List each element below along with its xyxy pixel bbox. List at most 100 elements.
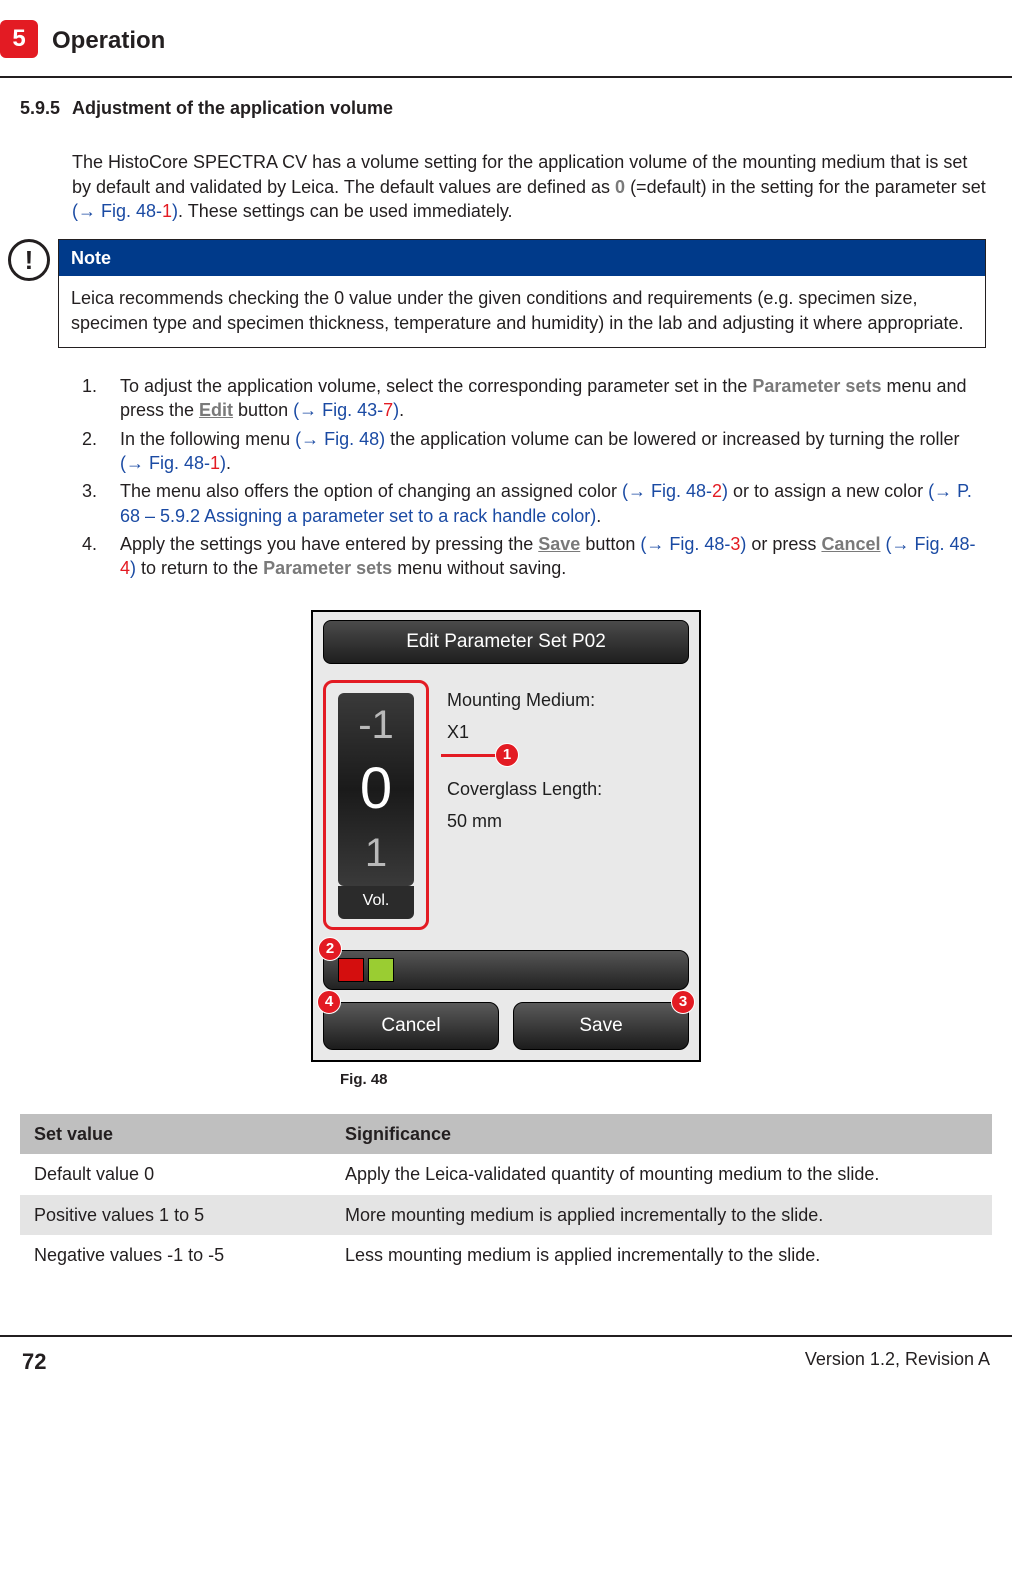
intro-t3: . These settings can be used immediately…	[178, 201, 513, 221]
callout-3: 3	[671, 990, 695, 1014]
color-bar[interactable]: 2	[323, 950, 689, 990]
s2r2o: (→	[120, 453, 149, 473]
r3c1: Negative values -1 to -5	[20, 1235, 331, 1275]
page-number: 72	[22, 1347, 46, 1377]
s2c: .	[226, 453, 231, 473]
s3b: or to assign a new color	[728, 481, 928, 501]
roller-center: 0	[360, 763, 392, 815]
page-footer: 72 Version 1.2, Revision A	[20, 1347, 992, 1389]
note-header: Note	[59, 240, 985, 276]
s4r1o: (→	[640, 534, 669, 554]
cover-value: 50 mm	[447, 809, 689, 833]
s4c: button	[580, 534, 640, 554]
r1c1: Default value 0	[20, 1154, 331, 1194]
steps-list: To adjust the application volume, select…	[112, 374, 986, 580]
s4r1f[interactable]: Fig. 48	[669, 534, 724, 554]
intro-zero: 0	[615, 177, 625, 197]
s2r2f[interactable]: Fig. 48	[149, 453, 204, 473]
s3r1o: (→	[622, 481, 651, 501]
s4d: or press	[746, 534, 821, 554]
s1f: .	[399, 400, 404, 420]
chapter-number-badge: 5	[0, 20, 38, 58]
version-text: Version 1.2, Revision A	[805, 1347, 990, 1377]
step-2: In the following menu (→ Fig. 48) the ap…	[112, 427, 986, 476]
xref-open: (→	[72, 201, 101, 221]
chapter-header: 5 Operation	[0, 20, 992, 58]
figure-48: Edit Parameter Set P02 -1 0 1 Vol. Mount…	[20, 610, 992, 1090]
s4e: Cancel	[821, 534, 880, 554]
note-box: ! Note Leica recommends checking the 0 v…	[8, 239, 986, 348]
r1c2: Apply the Leica-validated quantity of mo…	[331, 1154, 992, 1194]
th-setvalue: Set value	[20, 1114, 331, 1154]
figure-caption: Fig. 48	[340, 1070, 388, 1090]
table-row: Negative values -1 to -5 Less mounting m…	[20, 1235, 992, 1275]
color-swatch-green[interactable]	[368, 958, 394, 982]
color-swatch-red[interactable]	[338, 958, 364, 982]
s1d: Edit	[199, 400, 233, 420]
section-heading: 5.9.5 Adjustment of the application volu…	[20, 96, 992, 120]
s1rf[interactable]: Fig. 43	[322, 400, 377, 420]
note-icon: !	[8, 239, 50, 281]
significance-table: Set value Significance Default value 0 A…	[20, 1114, 992, 1275]
roller-top: -1	[358, 698, 394, 752]
roller-bottom: 1	[365, 826, 387, 880]
mount-value: X1	[447, 720, 689, 744]
s2a: In the following menu	[120, 429, 295, 449]
th-significance: Significance	[331, 1114, 992, 1154]
s4g: to return to the	[136, 558, 263, 578]
s1a: To adjust the application volume, select…	[120, 376, 752, 396]
s4i: menu without saving.	[392, 558, 566, 578]
cancel-button[interactable]: Cancel	[323, 1002, 499, 1050]
s2r2n: 1	[210, 453, 220, 473]
device-screenshot: Edit Parameter Set P02 -1 0 1 Vol. Mount…	[311, 610, 701, 1061]
s3c: .	[596, 506, 601, 526]
s3a: The menu also offers the option of chang…	[120, 481, 622, 501]
save-button[interactable]: Save	[513, 1002, 689, 1050]
s4h: Parameter sets	[263, 558, 392, 578]
r2c1: Positive values 1 to 5	[20, 1195, 331, 1235]
mount-label: Mounting Medium:	[447, 688, 689, 712]
table-row: Positive values 1 to 5 More mounting med…	[20, 1195, 992, 1235]
s3r2o: (→	[928, 481, 957, 501]
note-body: Leica recommends checking the 0 value un…	[59, 276, 985, 347]
chapter-title: Operation	[52, 20, 165, 57]
xref-num: 1	[162, 201, 172, 221]
footer-rule	[0, 1335, 1012, 1337]
cover-label: Coverglass Length:	[447, 777, 689, 801]
step-4: Apply the settings you have entered by p…	[112, 532, 986, 581]
step-3: The menu also offers the option of chang…	[112, 479, 986, 528]
s4b: Save	[538, 534, 580, 554]
s4r2n: 4	[120, 558, 130, 578]
s4r1n: 3	[730, 534, 740, 554]
intro-paragraph: The HistoCore SPECTRA CV has a volume se…	[72, 150, 986, 223]
s2r1f[interactable]: Fig. 48	[324, 429, 379, 449]
r3c2: Less mounting medium is applied incremen…	[331, 1235, 992, 1275]
s4a: Apply the settings you have entered by p…	[120, 534, 538, 554]
header-rule	[0, 76, 1012, 78]
table-row: Default value 0 Apply the Leica-validate…	[20, 1154, 992, 1194]
s3r1n: 2	[712, 481, 722, 501]
volume-roller[interactable]: -1 0 1 Vol.	[323, 680, 429, 930]
s1e: button	[233, 400, 293, 420]
intro-t2: (=default) in the setting for the parame…	[625, 177, 986, 197]
s4r2f[interactable]: Fig. 48	[914, 534, 969, 554]
callout-2: 2	[318, 937, 342, 961]
table-header-row: Set value Significance	[20, 1114, 992, 1154]
roller-label: Vol.	[338, 886, 414, 920]
device-title: Edit Parameter Set P02	[323, 620, 689, 664]
s3r1f[interactable]: Fig. 48	[651, 481, 706, 501]
s2r1o: (→	[295, 429, 324, 449]
section-title: Adjustment of the application volume	[72, 96, 393, 120]
callout-1-line	[441, 754, 497, 757]
section-number: 5.9.5	[20, 96, 72, 120]
s2b: the application volume can be lowered or…	[385, 429, 959, 449]
callout-4: 4	[317, 990, 341, 1014]
s4r2o: (→	[885, 534, 914, 554]
s1ro: (→	[293, 400, 322, 420]
s4d2: -	[970, 534, 976, 554]
r2c2: More mounting medium is applied incremen…	[331, 1195, 992, 1235]
s1rn: 7	[383, 400, 393, 420]
s1b: Parameter sets	[752, 376, 881, 396]
step-1: To adjust the application volume, select…	[112, 374, 986, 423]
xref-fig[interactable]: Fig. 48	[101, 201, 156, 221]
